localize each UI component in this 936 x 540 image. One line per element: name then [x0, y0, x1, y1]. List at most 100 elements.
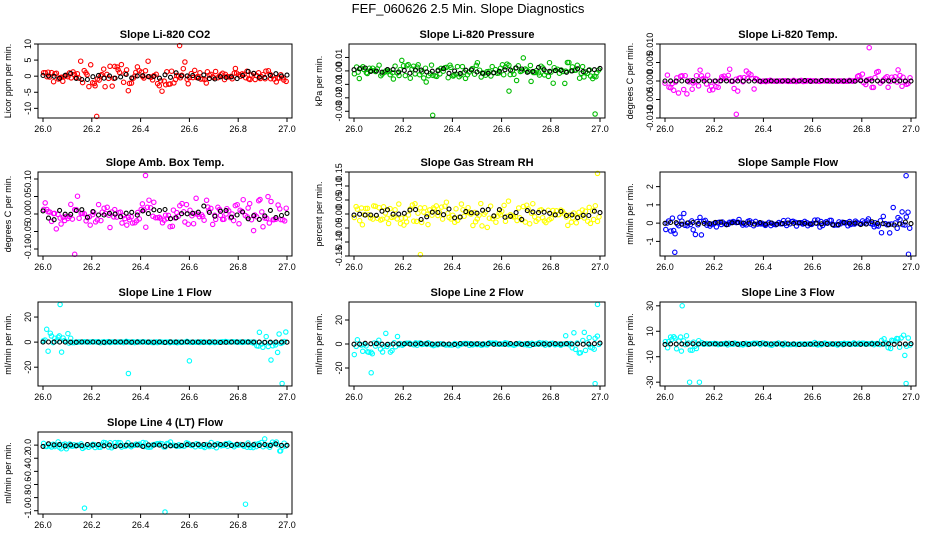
panel-1-point [212, 68, 219, 75]
panel-9-ref-point [757, 340, 763, 347]
panel-6-ref-point [886, 222, 892, 228]
panel-5-point [530, 200, 536, 207]
panel-8-outlier-point [592, 380, 598, 387]
panel-5-ref-point [446, 206, 452, 212]
panel-3-ref-point [902, 78, 908, 84]
panel-9-ref-point [707, 341, 713, 347]
panel-1-point [182, 59, 188, 65]
panel-1-ref-point [173, 70, 179, 76]
panel-1-ref-point [140, 73, 146, 79]
panel-9-ref-point [796, 342, 802, 348]
panel-4-point [51, 210, 58, 217]
panel-9-point [887, 345, 894, 352]
panel-4-point [136, 216, 143, 222]
panel-3-ref-point [740, 78, 746, 84]
panel-1-ref-point [106, 73, 113, 79]
panel-7-xtick-label: 26.4 [132, 392, 150, 402]
panel-5-point [569, 215, 576, 221]
panel-8-xtick-label: 26.4 [444, 392, 462, 402]
panel-7-ref-point [206, 339, 212, 345]
panel-8-point [577, 349, 584, 356]
panel-9-ref-point [908, 341, 914, 347]
panel-1-ytick-label: 0 [23, 74, 33, 79]
panel-5-point [594, 218, 601, 225]
panel-7-ref-point [62, 339, 68, 345]
panel-7-outlier-point [186, 358, 193, 364]
panel-2-ref-point [474, 69, 480, 75]
panel-9-point [843, 341, 849, 347]
panel-9-ref-point [751, 341, 758, 347]
panel-5-point [412, 201, 418, 207]
panel-1-ref-point [84, 76, 90, 83]
panel-8-title: Slope Line 2 Flow [431, 287, 524, 299]
panel-2-ref-point [524, 69, 530, 75]
panel-5-point [458, 201, 465, 207]
panel-10-ref-point [134, 442, 140, 448]
panel-9-ref-point [662, 341, 668, 347]
panel-5-point [410, 218, 417, 224]
panel-4-point [156, 214, 163, 221]
panel-9-ref-point [874, 341, 881, 347]
panel-10-ref-point [201, 441, 207, 448]
panel-6-ref-point [846, 220, 853, 226]
panel-1-ref-point [190, 73, 196, 79]
panel-3-ref-point [768, 78, 774, 84]
panel-4-ref-point [68, 211, 74, 217]
panel-6-outlier-point [672, 249, 678, 256]
panel-5-xtick-label: 26.2 [394, 262, 412, 272]
panel-4-point [253, 214, 260, 220]
panel-1-ref-point [145, 74, 151, 80]
panel-5-point [522, 219, 529, 225]
panel-4-point [236, 221, 242, 227]
panel-5-point [356, 217, 363, 224]
panel-9-point [881, 336, 887, 342]
panel-1-ref-point [223, 74, 229, 81]
panel-7-ref-point [167, 339, 174, 345]
panel-7-ref-point [273, 339, 279, 345]
panel-2-ytick-label: 0.00 [334, 62, 344, 80]
panel-4-xtick-label: 27.0 [278, 262, 296, 272]
panel-9-xtick-label: 26.6 [804, 392, 822, 402]
panel-6-ref-point [695, 220, 702, 227]
panel-1-ytick-label: 5 [23, 58, 33, 63]
panel-1-ref-point [51, 73, 57, 79]
panel-9-ref-point [858, 341, 864, 347]
panel-2-ref-point [575, 66, 581, 72]
panel-10-xtick-label: 26.2 [83, 520, 101, 530]
panel-4-point [151, 199, 157, 206]
panel-2-point [376, 62, 382, 68]
panel-9-point [905, 335, 912, 341]
panel-5-ytick-label: -0.10 [334, 232, 344, 253]
panel-5-ref-point [351, 212, 357, 218]
panel-10-ref-point [234, 441, 240, 447]
panel-3-ref-point [891, 78, 897, 84]
panel-1-point [109, 83, 115, 89]
panel-3-ref-point [662, 78, 668, 84]
panel-1-ref-point [234, 76, 240, 82]
panel-7-ref-point [223, 339, 229, 345]
panel-10-ref-point [273, 441, 279, 447]
panel-9-ref-point [740, 340, 746, 347]
panel-8-ref-point [379, 341, 385, 347]
panel-1-point [50, 78, 57, 85]
panel-8-ref-point [362, 340, 368, 346]
panel-6-ref-point [824, 220, 830, 226]
panel-10-ref-point [84, 441, 90, 448]
panel-2-ref-point [390, 67, 396, 73]
panel-2-point [536, 72, 543, 78]
panel-1-ref-point [240, 73, 246, 79]
panel-5-point [380, 204, 387, 210]
panel-1-ref-point [151, 73, 157, 80]
panel-3-point [875, 68, 882, 75]
panel-8-point [562, 333, 569, 339]
panel-8-point [586, 334, 592, 341]
panel-4-ref-point [134, 212, 140, 218]
panel-6-ref-point [813, 220, 819, 226]
panel-4-ref-point [106, 210, 113, 216]
panel-6-ref-point [852, 220, 858, 226]
panel-6-title: Slope Sample Flow [738, 157, 839, 169]
panel-3-point [693, 72, 700, 79]
panel-1-ref-point [217, 74, 224, 80]
panel-6-ref-point [796, 220, 802, 226]
panel-1-point [263, 68, 269, 74]
